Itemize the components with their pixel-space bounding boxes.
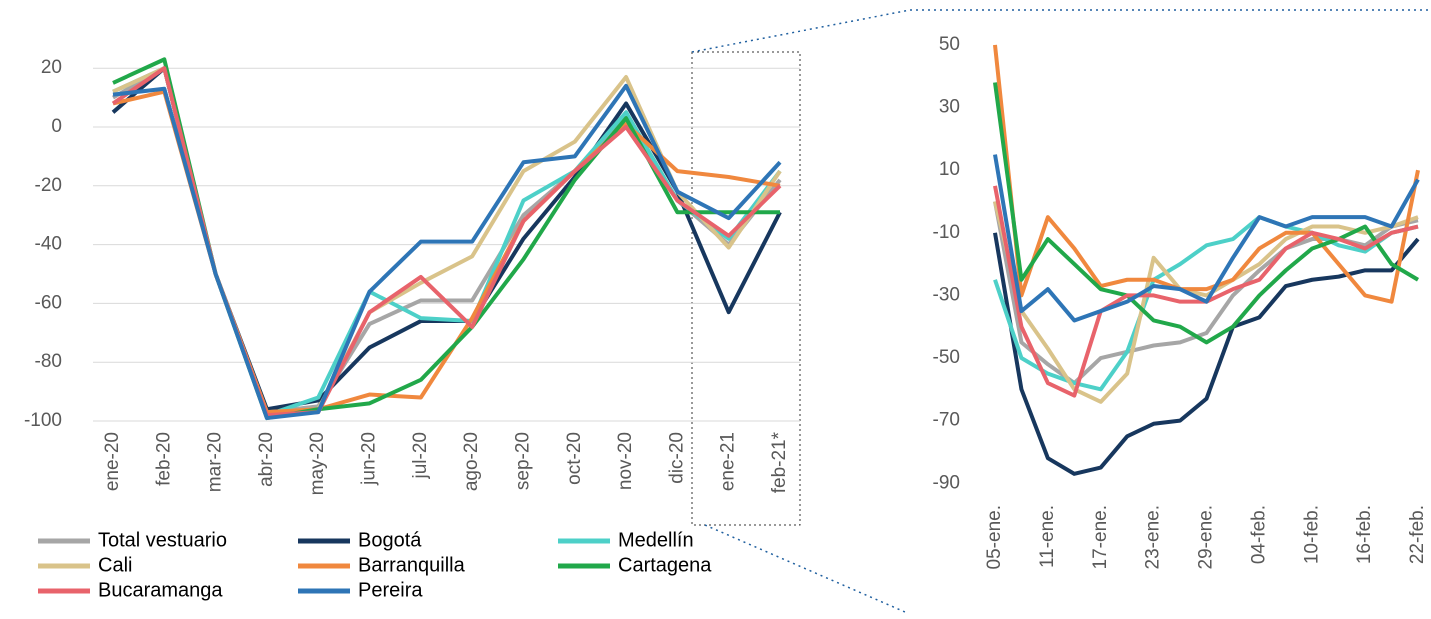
x-tick-label: 04-feb. xyxy=(1248,505,1269,564)
series-line xyxy=(993,232,1420,476)
connector xyxy=(704,524,906,613)
series-line xyxy=(112,83,782,421)
x-tick-label: abr-20 xyxy=(256,432,277,487)
series-line xyxy=(993,215,1419,392)
x-tick-label: may-20 xyxy=(307,432,328,495)
y-tick-label: -60 xyxy=(35,292,62,313)
x-tick-label: ago-20 xyxy=(461,432,482,491)
x-tick-label: 22-feb. xyxy=(1407,505,1428,564)
y-tick-label: -50 xyxy=(933,347,960,368)
y-tick-label: 30 xyxy=(939,97,960,118)
x-tick-label: 10-feb. xyxy=(1301,505,1322,564)
y-tick-label: -70 xyxy=(933,410,960,431)
legend-label: Medellín xyxy=(618,529,694,551)
series-line xyxy=(993,44,1420,304)
x-tick-label: jun-20 xyxy=(359,432,380,486)
legend-label: Total vestuario xyxy=(98,529,227,551)
x-tick-label: 11-ene. xyxy=(1037,505,1058,568)
series-line xyxy=(993,82,1420,345)
x-tick-label: ene-20 xyxy=(102,432,123,491)
series-line xyxy=(993,201,1419,404)
legend-label: Barranquilla xyxy=(358,554,466,576)
y-tick-label: -30 xyxy=(933,284,960,305)
legend: Total vestuario Bogotá Medellín Cali Barranq… xyxy=(38,529,712,601)
x-tick-label: 17-ene. xyxy=(1090,505,1111,569)
y-tick-label: 50 xyxy=(939,34,960,55)
y-tick-label: 20 xyxy=(41,57,62,78)
legend-label: Bucaramanga xyxy=(98,579,223,601)
series-line xyxy=(112,89,781,415)
x-tick-label: jul-20 xyxy=(410,432,431,479)
x-tick-label: sep-20 xyxy=(512,432,533,490)
x-tick-label: oct-20 xyxy=(564,432,585,485)
x-tick-label: mar-20 xyxy=(205,432,226,492)
legend-label: Cali xyxy=(98,554,132,576)
x-tick-label: 05-ene. xyxy=(984,505,1005,569)
legend-label: Pereira xyxy=(358,579,423,601)
x-tick-label: dic-20 xyxy=(666,432,687,484)
y-tick-label: 10 xyxy=(939,159,960,180)
x-tick-label: feb-20 xyxy=(153,432,174,486)
y-tick-label: -90 xyxy=(933,472,960,493)
series-line xyxy=(993,154,1420,323)
x-tick-label: 29-ene. xyxy=(1196,505,1217,569)
y-tick-label: -40 xyxy=(35,234,62,255)
y-tick-label: 0 xyxy=(51,116,62,137)
x-tick-label: feb-21* xyxy=(769,431,790,493)
x-tick-label: 23-ene. xyxy=(1143,505,1164,569)
y-tick-label: -10 xyxy=(933,222,960,243)
y-tick-label: -20 xyxy=(35,175,62,196)
legend-label: Cartagena xyxy=(618,554,712,576)
y-tick-label: -80 xyxy=(35,351,62,372)
legend-label: Bogotá xyxy=(358,529,422,551)
zoom-box xyxy=(691,51,801,526)
x-tick-label: 16-feb. xyxy=(1354,505,1375,564)
connector xyxy=(691,9,911,53)
x-tick-label: nov-20 xyxy=(615,432,636,490)
series-line xyxy=(112,57,780,421)
y-tick-label: -100 xyxy=(24,410,62,431)
x-tick-label: ene-21 xyxy=(718,432,739,491)
